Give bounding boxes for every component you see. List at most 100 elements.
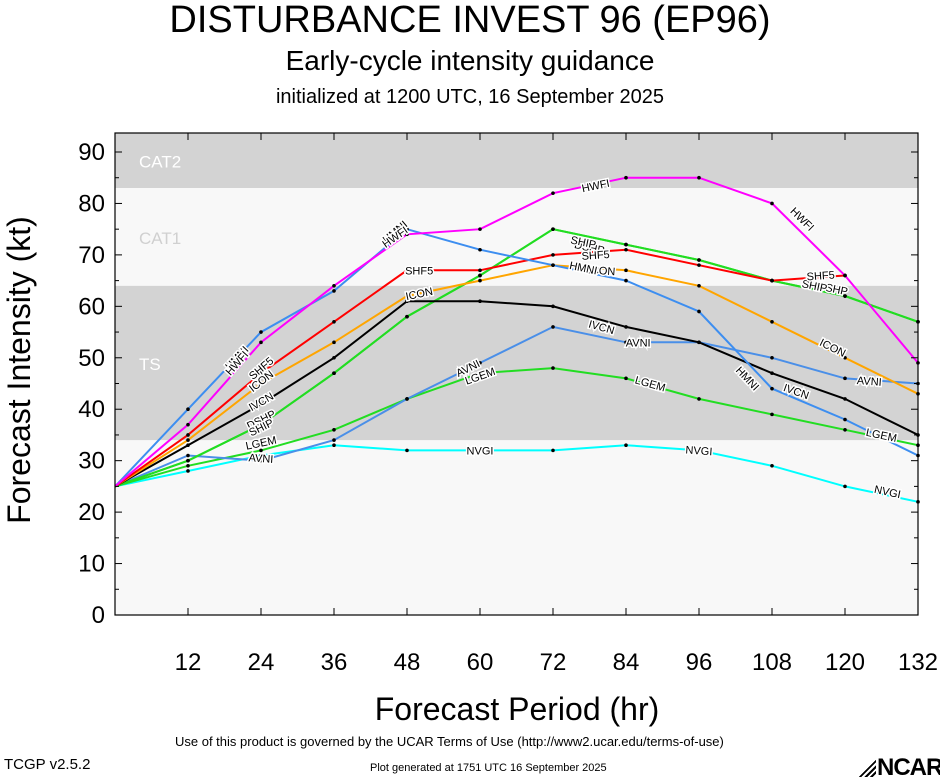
point-shf5 — [332, 319, 336, 324]
point-ship — [624, 242, 628, 247]
x-tick-label: 132 — [898, 649, 938, 676]
y-tick-label: 20 — [78, 499, 105, 526]
point-avni — [332, 438, 336, 442]
series-line-icon — [114, 264, 919, 488]
generated-time: Plot generated at 1751 UTC 16 September … — [370, 762, 607, 774]
point-hwfi — [697, 175, 701, 180]
point-hmni — [624, 278, 628, 283]
point-shf5 — [478, 268, 482, 273]
point-hmni — [843, 417, 847, 422]
point-nvgi — [332, 443, 336, 448]
point-shf5 — [551, 253, 555, 257]
point-hwfi — [259, 340, 263, 345]
point-ship — [843, 294, 847, 298]
init-line: initialized at 1200 UTC, 16 September 20… — [275, 86, 664, 108]
point-icon — [478, 278, 482, 283]
band-ts — [115, 285, 918, 441]
point-ivcn — [332, 355, 336, 360]
point-lgem — [843, 428, 847, 432]
point-hmni — [332, 289, 336, 293]
series-line-hmni — [114, 228, 919, 488]
point-ship — [405, 314, 409, 319]
point-ivcn — [551, 304, 555, 309]
series-label-shf5: SHF5 — [581, 249, 610, 263]
point-lgem — [551, 366, 555, 370]
point-ivcn — [478, 299, 482, 303]
point-icon — [259, 381, 263, 386]
point-lgem — [770, 412, 774, 417]
point-ivcn — [259, 402, 263, 406]
point-nvgi — [624, 443, 628, 448]
series-label-avni: AVNI — [626, 337, 651, 349]
point-ivcn — [405, 299, 409, 303]
point-nvgi — [186, 469, 190, 473]
point-avni — [259, 458, 263, 463]
series-line-ship — [114, 228, 919, 488]
category-bands: TS CAT1 CAT2 — [115, 133, 918, 615]
point-nvgi — [843, 484, 847, 489]
point-nvgi — [770, 464, 774, 468]
y-tick-label: 0 — [92, 602, 105, 629]
series-line-shf5 — [114, 248, 846, 488]
point-avni — [186, 453, 190, 458]
point-hmni — [405, 227, 409, 231]
point-ivcn — [843, 397, 847, 401]
point-icon — [332, 340, 336, 345]
x-tick-label: 60 — [467, 649, 494, 676]
point-avni — [770, 355, 774, 360]
point-nvgi — [478, 448, 482, 453]
point-ivcn — [186, 443, 190, 448]
band-label-cat2: CAT2 — [139, 153, 181, 172]
point-hmni — [551, 263, 555, 267]
y-tick-label: 10 — [78, 551, 105, 578]
point-hwfi — [332, 283, 336, 288]
point-hmni — [697, 309, 701, 314]
y-tick-label: 90 — [78, 139, 105, 166]
series-line-hwfi — [114, 176, 919, 488]
point-icon — [624, 268, 628, 273]
point-ship — [332, 371, 336, 376]
y-tick-label: 50 — [78, 345, 105, 372]
series-label-nvgi: NVGI — [467, 445, 494, 457]
point-icon — [843, 355, 847, 360]
point-lgem — [478, 371, 482, 376]
point-shf5 — [259, 371, 263, 376]
point-avni — [405, 397, 409, 401]
series-label-avni: AVNI — [248, 452, 274, 466]
y-tick-label: 80 — [78, 190, 105, 217]
point-hwfi — [186, 422, 190, 427]
point-shf5 — [624, 247, 628, 252]
point-ivcn — [624, 325, 628, 329]
x-tick-label: 72 — [540, 649, 567, 676]
point-avni — [843, 376, 847, 381]
y-tick-label: 60 — [78, 293, 105, 320]
point-lgem — [624, 376, 628, 381]
series-label-shf5: SHF5 — [405, 265, 433, 277]
series-label-hmni: HMNI — [568, 260, 598, 278]
series-line-nvgi — [114, 444, 919, 503]
y-tick-label: 30 — [78, 448, 105, 475]
point-shf5 — [186, 433, 190, 437]
point-hwfi — [478, 227, 482, 231]
band-cat1 — [115, 188, 918, 286]
point-nvgi — [405, 448, 409, 453]
point-ship — [259, 422, 263, 427]
plot-frame — [114, 132, 919, 616]
point-icon — [770, 319, 774, 324]
point-nvgi — [259, 453, 263, 458]
band-label-ts: TS — [139, 355, 161, 374]
point-hwfi — [405, 232, 409, 237]
point-hwfi — [770, 201, 774, 206]
chart-title: DISTURBANCE INVEST 96 (EP96) — [169, 0, 771, 41]
series-line-lgem — [114, 367, 919, 488]
y-tick-label: 70 — [78, 242, 105, 269]
point-shf5 — [697, 263, 701, 267]
point-hwfi — [843, 273, 847, 278]
point-hmni — [770, 386, 774, 391]
point-avni — [551, 325, 555, 329]
point-hmni — [186, 407, 190, 412]
point-lgem — [697, 397, 701, 401]
point-icon — [405, 294, 409, 298]
